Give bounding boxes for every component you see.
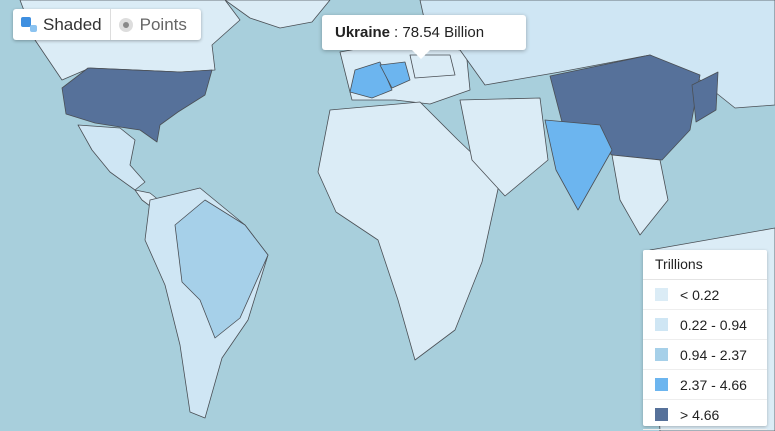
legend-swatch [655, 378, 668, 391]
country[interactable] [691, 71, 719, 123]
country[interactable] [77, 124, 146, 191]
legend-label: < 0.22 [680, 286, 720, 303]
points-option[interactable]: Points [109, 9, 195, 40]
legend-label: 2.37 - 4.66 [680, 376, 747, 393]
legend: Trillions < 0.22 0.22 - 0.94 0.94 - 2.37 2.… [643, 250, 767, 430]
legend-item[interactable]: < 0.22 [643, 280, 767, 310]
greenland [224, 0, 331, 29]
legend-swatch [655, 288, 668, 301]
country[interactable] [61, 67, 213, 143]
country[interactable] [459, 97, 549, 197]
shaded-option[interactable]: Shaded [13, 9, 110, 40]
country[interactable] [379, 61, 411, 89]
legend-item[interactable]: 0.94 - 2.37 [643, 340, 767, 370]
country[interactable] [544, 119, 613, 211]
country[interactable] [317, 101, 501, 361]
view-toggle: Shaded Points [13, 9, 201, 40]
legend-swatch [655, 408, 668, 421]
legend-item[interactable]: > 4.66 [643, 400, 767, 430]
option-label: Points [139, 14, 187, 34]
legend-title: Trillions [643, 250, 767, 280]
tooltip-name: Ukraine [335, 24, 391, 41]
shaded-icon [21, 16, 37, 33]
tooltip: Ukraine : 78.54 Billion [322, 15, 526, 59]
legend-item[interactable]: 2.37 - 4.66 [643, 370, 767, 400]
legend-item[interactable]: 0.22 - 0.94 [643, 310, 767, 340]
country[interactable] [349, 61, 393, 99]
legend-swatch [655, 318, 668, 331]
country[interactable] [174, 199, 269, 339]
points-icon [118, 17, 133, 32]
legend-swatch [655, 348, 668, 361]
legend-label: 0.22 - 0.94 [680, 316, 747, 333]
legend-label: 0.94 - 2.37 [680, 346, 747, 363]
ukraine[interactable] [409, 54, 456, 79]
tooltip-text: : 78.54 Billion [394, 24, 485, 41]
legend-label: > 4.66 [680, 406, 720, 423]
option-label: Shaded [43, 14, 102, 34]
country[interactable] [611, 154, 669, 236]
